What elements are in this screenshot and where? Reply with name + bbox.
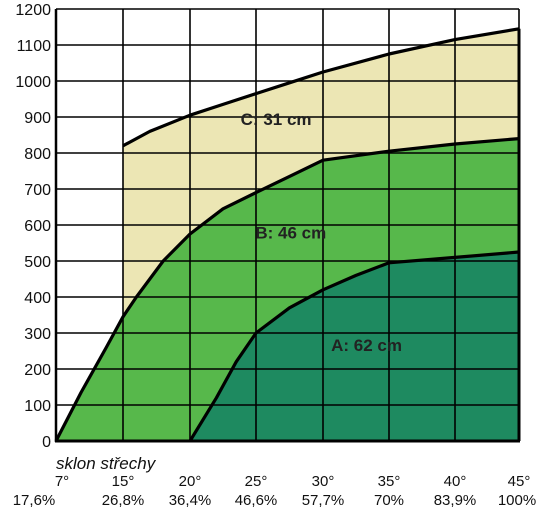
x-tick-degree: 15° xyxy=(112,473,135,490)
zone-label: B: 46 cm xyxy=(255,224,326,243)
x-tick-percent: 57,7% xyxy=(302,492,345,509)
x-tick-degree: 35° xyxy=(378,473,401,490)
x-tick-degree: 25° xyxy=(245,473,268,490)
x-tick-percent: 70% xyxy=(374,492,404,509)
plot-frame xyxy=(54,9,521,443)
curve-a xyxy=(188,250,520,442)
x-tick-degree: 7° xyxy=(55,473,69,490)
curve-layer xyxy=(54,27,520,442)
x-tick-percent: 100% xyxy=(498,492,536,509)
zone-label: A: 62 cm xyxy=(331,336,402,355)
y-tick-label: 900 xyxy=(24,110,51,127)
x-tick-degree: 45° xyxy=(508,473,531,490)
x-tick-percent: 83,9% xyxy=(434,492,477,509)
y-tick-label: 500 xyxy=(24,254,51,271)
x-axis: 7° 17,6% 15° 26,8% 20° 36,4% 25° 46,6% 30° 57,7% 3… xyxy=(13,473,536,509)
x-tick-percent: 17,6% xyxy=(13,492,56,509)
area-layer xyxy=(56,28,519,442)
y-tick-label: 1200 xyxy=(15,2,51,19)
x-tick-percent: 46,6% xyxy=(235,492,278,509)
y-axis: 0 100 200 300 400 500 600 700 800 900 1000 1100 1200 xyxy=(15,2,51,451)
x-axis-title: sklon střechy xyxy=(56,454,157,473)
zone-labels: C: 31 cm B: 46 cm A: 62 cm xyxy=(241,110,402,355)
y-tick-label: 300 xyxy=(24,326,51,343)
curve-c xyxy=(122,27,520,148)
x-tick-degree: 20° xyxy=(179,473,202,490)
y-tick-label: 0 xyxy=(42,434,51,451)
y-tick-label: 700 xyxy=(24,182,51,199)
y-tick-label: 100 xyxy=(24,398,51,415)
y-tick-label: 800 xyxy=(24,146,51,163)
y-tick-label: 1100 xyxy=(17,38,52,55)
area-a xyxy=(190,252,519,441)
y-tick-label: 200 xyxy=(24,362,51,379)
x-tick-percent: 26,8% xyxy=(102,492,145,509)
y-tick-label: 1000 xyxy=(15,74,51,91)
curve-b xyxy=(54,137,520,442)
y-tick-label: 600 xyxy=(24,218,51,235)
x-tick-degree: 30° xyxy=(312,473,335,490)
x-tick-percent: 36,4% xyxy=(169,492,212,509)
x-tick-degree: 40° xyxy=(444,473,467,490)
y-tick-label: 400 xyxy=(24,290,51,307)
grid-layer xyxy=(55,8,520,442)
zone-label: C: 31 cm xyxy=(241,110,312,129)
